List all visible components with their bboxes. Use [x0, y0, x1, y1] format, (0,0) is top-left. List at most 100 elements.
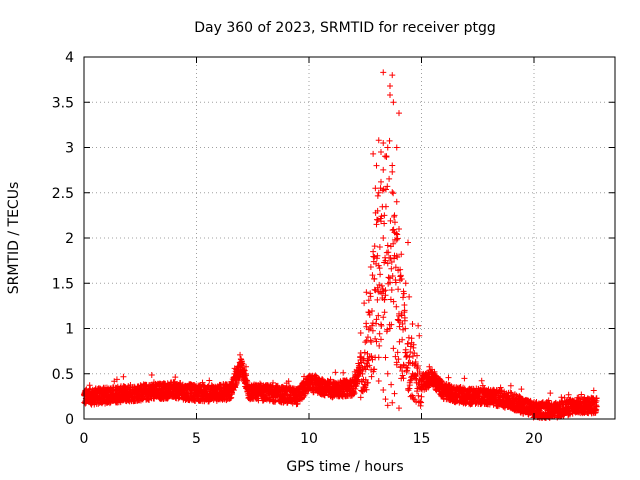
- data-point: [243, 363, 249, 370]
- data-point: [415, 392, 422, 399]
- data-point: [382, 396, 389, 403]
- data-point: [395, 286, 402, 293]
- data-point: [378, 336, 384, 343]
- data-point: [230, 387, 237, 394]
- data-point: [578, 391, 585, 398]
- data-point: [547, 390, 554, 397]
- data-point: [369, 272, 376, 279]
- data-points: [81, 69, 600, 421]
- data-point: [241, 367, 248, 374]
- data-point: [411, 362, 418, 369]
- data-point: [402, 280, 409, 287]
- data-point: [367, 263, 374, 270]
- data-point: [426, 363, 433, 370]
- data-point: [363, 360, 370, 367]
- data-point: [399, 372, 406, 379]
- y-axis-label: SRMTID / TECUs: [6, 182, 22, 295]
- data-point: [381, 220, 388, 227]
- data-point: [390, 240, 397, 247]
- data-point: [406, 293, 413, 300]
- data-point: [408, 376, 415, 383]
- y-tick-label: 1: [65, 322, 74, 338]
- data-point: [384, 144, 391, 151]
- data-point: [380, 139, 387, 146]
- data-point: [518, 386, 525, 393]
- data-point: [375, 262, 382, 269]
- x-axis-label: GPS time / hours: [286, 459, 403, 475]
- data-point: [393, 361, 400, 368]
- data-point: [407, 348, 414, 355]
- data-point: [393, 144, 400, 151]
- data-point: [394, 349, 401, 356]
- data-point: [394, 316, 401, 323]
- data-point: [357, 394, 364, 401]
- data-point: [368, 373, 375, 380]
- data-point: [385, 249, 392, 256]
- data-point: [497, 384, 504, 391]
- data-point: [409, 320, 416, 327]
- data-point: [361, 300, 368, 307]
- data-point: [375, 354, 382, 361]
- data-point: [400, 294, 407, 301]
- data-point: [372, 185, 379, 192]
- data-point: [392, 279, 399, 286]
- data-point: [393, 236, 400, 243]
- data-point: [415, 322, 422, 329]
- data-point: [369, 322, 375, 329]
- y-tick-label: 0: [65, 412, 74, 428]
- data-point: [364, 334, 371, 341]
- data-point: [375, 377, 382, 384]
- data-point: [381, 309, 388, 316]
- data-point: [399, 320, 406, 327]
- data-point: [381, 296, 388, 303]
- data-point: [389, 72, 396, 79]
- data-point: [397, 272, 404, 279]
- data-point: [389, 273, 396, 280]
- data-point: [384, 183, 391, 190]
- data-point: [384, 402, 391, 409]
- data-point: [561, 394, 568, 401]
- data-point: [381, 212, 388, 219]
- data-point: [390, 190, 397, 197]
- data-point: [365, 297, 372, 304]
- data-point: [374, 284, 381, 291]
- x-tick-label: 0: [80, 431, 89, 447]
- data-point: [405, 334, 412, 341]
- data-point: [406, 354, 413, 361]
- data-point: [352, 386, 359, 393]
- data-point: [388, 321, 395, 328]
- data-point: [414, 365, 421, 372]
- data-point: [396, 225, 402, 232]
- data-point: [369, 327, 376, 334]
- data-point: [407, 359, 414, 366]
- data-point: [408, 335, 415, 342]
- data-point: [380, 235, 387, 241]
- data-point: [380, 69, 387, 76]
- data-point: [359, 370, 366, 377]
- data-point: [418, 399, 425, 406]
- data-point: [363, 323, 370, 330]
- data-point: [372, 335, 379, 342]
- data-point: [362, 376, 369, 383]
- data-point: [374, 216, 381, 223]
- data-point: [401, 307, 408, 314]
- data-point: [361, 349, 368, 356]
- data-point: [438, 378, 445, 385]
- data-point: [382, 203, 389, 210]
- data-point: [414, 352, 420, 359]
- data-point: [402, 325, 409, 332]
- data-point: [416, 369, 423, 376]
- data-point: [363, 289, 370, 296]
- x-tick-label: 5: [192, 431, 201, 447]
- data-point: [399, 336, 406, 343]
- data-point: [383, 154, 390, 161]
- data-point: [567, 411, 573, 418]
- data-point: [390, 298, 397, 305]
- data-point: [374, 207, 381, 214]
- data-point: [416, 332, 423, 339]
- data-point: [396, 405, 402, 412]
- data-point: [228, 394, 235, 401]
- data-point: [387, 279, 393, 286]
- data-point: [300, 394, 307, 401]
- grid: [84, 57, 615, 419]
